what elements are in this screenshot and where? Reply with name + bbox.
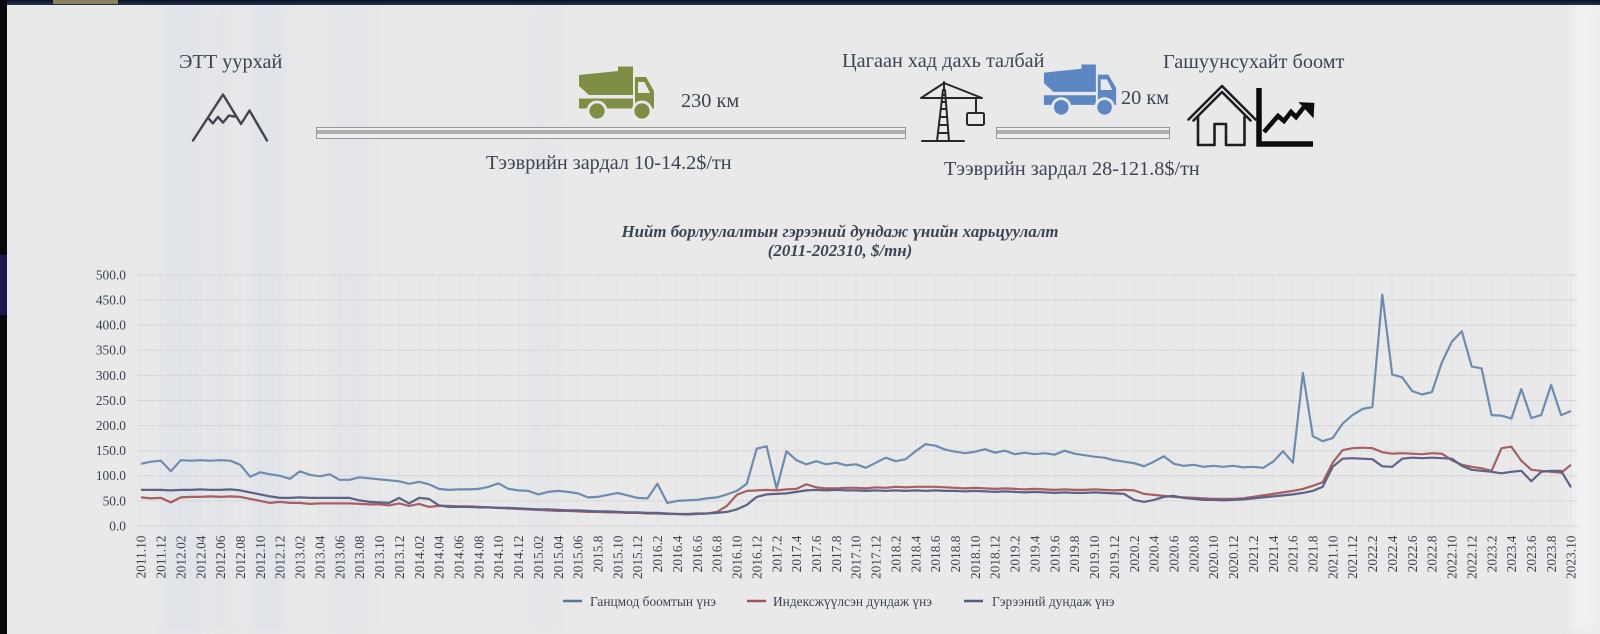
svg-text:150.0: 150.0 bbox=[96, 443, 126, 458]
svg-text:2018.6: 2018.6 bbox=[928, 535, 943, 572]
svg-text:2016.10: 2016.10 bbox=[730, 535, 745, 579]
svg-text:2021.8: 2021.8 bbox=[1306, 535, 1321, 572]
svg-text:2019.6: 2019.6 bbox=[1047, 535, 1062, 572]
svg-text:2017.4: 2017.4 bbox=[789, 535, 804, 572]
svg-text:0.0: 0.0 bbox=[109, 518, 126, 533]
svg-text:2023.4: 2023.4 bbox=[1504, 535, 1519, 572]
svg-text:2013.08: 2013.08 bbox=[352, 535, 367, 579]
svg-text:2011.10: 2011.10 bbox=[134, 535, 149, 578]
svg-text:2012.04: 2012.04 bbox=[193, 535, 208, 579]
svg-text:300.0: 300.0 bbox=[96, 368, 126, 383]
svg-text:2019.10: 2019.10 bbox=[1087, 535, 1102, 579]
svg-text:2012.10: 2012.10 bbox=[253, 535, 268, 579]
svg-text:Гэрээний дундаж үнэ: Гэрээний дундаж үнэ bbox=[992, 594, 1115, 609]
svg-text:2013.10: 2013.10 bbox=[372, 535, 387, 579]
svg-text:2015.10: 2015.10 bbox=[610, 535, 625, 579]
svg-text:2017.12: 2017.12 bbox=[869, 536, 884, 580]
svg-text:2012.06: 2012.06 bbox=[213, 535, 228, 579]
svg-text:350.0: 350.0 bbox=[96, 343, 126, 358]
svg-text:2022.6: 2022.6 bbox=[1405, 535, 1420, 572]
svg-text:2022.2: 2022.2 bbox=[1365, 536, 1380, 573]
svg-text:2013.02: 2013.02 bbox=[293, 536, 308, 580]
svg-text:2015.02: 2015.02 bbox=[531, 536, 546, 580]
svg-text:200.0: 200.0 bbox=[96, 418, 126, 433]
svg-text:2022.8: 2022.8 bbox=[1425, 535, 1440, 572]
svg-text:2021.2: 2021.2 bbox=[1246, 536, 1261, 573]
svg-text:2013.06: 2013.06 bbox=[332, 535, 347, 579]
svg-text:2020.10: 2020.10 bbox=[1206, 535, 1221, 579]
svg-text:2022.4: 2022.4 bbox=[1385, 535, 1400, 572]
svg-text:2014.04: 2014.04 bbox=[432, 535, 447, 579]
svg-text:2019.4: 2019.4 bbox=[1028, 535, 1043, 572]
svg-text:2016.8: 2016.8 bbox=[710, 535, 725, 572]
svg-text:2017.10: 2017.10 bbox=[849, 535, 864, 579]
svg-text:2016.6: 2016.6 bbox=[690, 535, 705, 572]
svg-text:2018.12: 2018.12 bbox=[988, 536, 1003, 580]
svg-text:2020.4: 2020.4 bbox=[1147, 535, 1162, 572]
svg-text:2011.12: 2011.12 bbox=[154, 536, 169, 579]
svg-text:250.0: 250.0 bbox=[96, 393, 126, 408]
svg-text:2019.12: 2019.12 bbox=[1107, 536, 1122, 580]
svg-text:2017.6: 2017.6 bbox=[809, 535, 824, 572]
svg-text:400.0: 400.0 bbox=[96, 318, 126, 333]
svg-text:2023.6: 2023.6 bbox=[1524, 535, 1539, 572]
svg-text:50.0: 50.0 bbox=[103, 493, 127, 508]
svg-text:2018.4: 2018.4 bbox=[908, 535, 923, 572]
svg-text:2013.12: 2013.12 bbox=[392, 536, 407, 580]
svg-text:2020.6: 2020.6 bbox=[1167, 535, 1182, 572]
svg-text:2021.10: 2021.10 bbox=[1325, 535, 1340, 579]
svg-text:2020.8: 2020.8 bbox=[1186, 535, 1201, 572]
svg-text:2021.12: 2021.12 bbox=[1345, 536, 1360, 580]
svg-text:450.0: 450.0 bbox=[96, 293, 126, 308]
svg-text:2023.8: 2023.8 bbox=[1544, 535, 1559, 572]
svg-text:2020.2: 2020.2 bbox=[1127, 536, 1142, 573]
svg-text:2014.02: 2014.02 bbox=[412, 536, 427, 580]
svg-text:2014.12: 2014.12 bbox=[511, 536, 526, 580]
svg-text:2022.12: 2022.12 bbox=[1464, 536, 1479, 580]
svg-text:2018.2: 2018.2 bbox=[888, 536, 903, 573]
svg-text:2018.10: 2018.10 bbox=[968, 535, 983, 579]
svg-text:2016.4: 2016.4 bbox=[670, 535, 685, 572]
svg-text:2016.2: 2016.2 bbox=[650, 536, 665, 573]
svg-text:2015.8: 2015.8 bbox=[591, 535, 606, 572]
svg-text:2012.08: 2012.08 bbox=[233, 535, 248, 579]
svg-text:2019.8: 2019.8 bbox=[1067, 535, 1082, 572]
svg-text:Индексжүүлсэн дундаж үнэ: Индексжүүлсэн дундаж үнэ bbox=[773, 594, 932, 609]
svg-text:2017.2: 2017.2 bbox=[769, 536, 784, 573]
svg-text:2015.06: 2015.06 bbox=[571, 535, 586, 579]
svg-text:2014.06: 2014.06 bbox=[452, 535, 467, 579]
svg-text:2017.8: 2017.8 bbox=[829, 535, 844, 572]
svg-text:2016.12: 2016.12 bbox=[749, 536, 764, 580]
svg-text:2013.04: 2013.04 bbox=[312, 535, 327, 579]
svg-text:2021.4: 2021.4 bbox=[1266, 535, 1281, 572]
svg-text:2023.2: 2023.2 bbox=[1484, 536, 1499, 573]
svg-text:Ганцмод боомтын үнэ: Ганцмод боомтын үнэ bbox=[590, 594, 716, 609]
svg-text:100.0: 100.0 bbox=[96, 468, 126, 483]
svg-text:2023.10: 2023.10 bbox=[1564, 535, 1579, 579]
svg-text:2020.12: 2020.12 bbox=[1226, 536, 1241, 580]
svg-text:2019.2: 2019.2 bbox=[1008, 536, 1023, 573]
svg-text:2014.08: 2014.08 bbox=[471, 535, 486, 579]
svg-text:2022.10: 2022.10 bbox=[1445, 535, 1460, 579]
svg-text:2018.8: 2018.8 bbox=[948, 535, 963, 572]
svg-text:2021.6: 2021.6 bbox=[1286, 535, 1301, 572]
svg-text:2014.10: 2014.10 bbox=[491, 535, 506, 579]
svg-text:2015.04: 2015.04 bbox=[551, 535, 566, 579]
svg-text:2012.02: 2012.02 bbox=[173, 536, 188, 580]
svg-text:500.0: 500.0 bbox=[96, 267, 126, 282]
svg-text:2015.12: 2015.12 bbox=[630, 536, 645, 580]
svg-text:2012.12: 2012.12 bbox=[273, 536, 288, 580]
